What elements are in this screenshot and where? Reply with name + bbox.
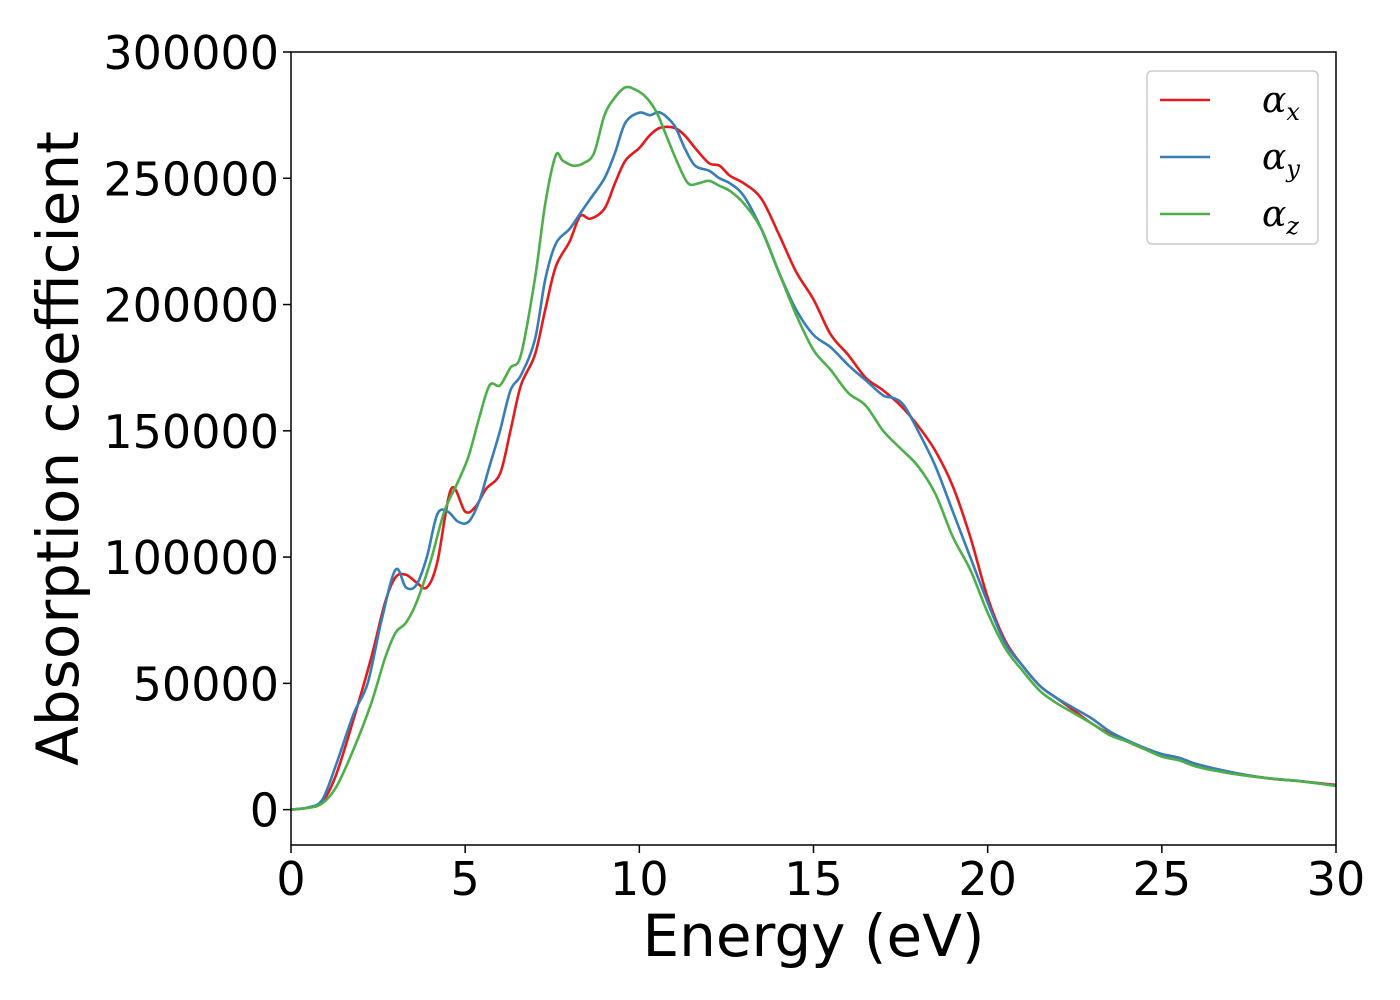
x-axis-ticks: 0 5 10 15 20 25 30 — [276, 845, 1365, 906]
legend-label-z: αz — [1262, 194, 1299, 240]
y-axis-ticks: 0 50000 100000 150000 200000 250000 300000 — [103, 26, 291, 838]
y-tick-label: 150000 — [103, 405, 279, 459]
x-tick-label: 0 — [276, 852, 305, 906]
y-tick-label: 200000 — [103, 279, 279, 333]
series-line-x — [290, 125, 1337, 811]
y-tick-label: 50000 — [133, 657, 279, 711]
legend-label-subscript: z — [1285, 212, 1299, 240]
series-line-y — [290, 110, 1337, 811]
y-tick-label: 100000 — [103, 531, 279, 585]
y-tick-label: 250000 — [103, 152, 279, 206]
x-tick-label: 10 — [610, 852, 669, 906]
legend-label-subscript: y — [1285, 155, 1300, 183]
y-axis-label: Absorption coefficient — [24, 131, 92, 766]
legend-box — [1146, 70, 1319, 245]
legend-label-subscript: x — [1286, 98, 1300, 126]
x-tick-label: 30 — [1307, 852, 1366, 906]
x-tick-label: 25 — [1133, 852, 1192, 906]
x-tick-label: 15 — [784, 852, 843, 906]
y-tick-label: 300000 — [103, 26, 279, 80]
y-tick-label: 0 — [250, 784, 279, 838]
x-tick-label: 5 — [451, 852, 480, 906]
plot-lines — [290, 85, 1337, 811]
x-axis-label: Energy (eV) — [642, 902, 984, 970]
x-tick-label: 20 — [958, 852, 1017, 906]
series-line-z — [290, 85, 1337, 811]
